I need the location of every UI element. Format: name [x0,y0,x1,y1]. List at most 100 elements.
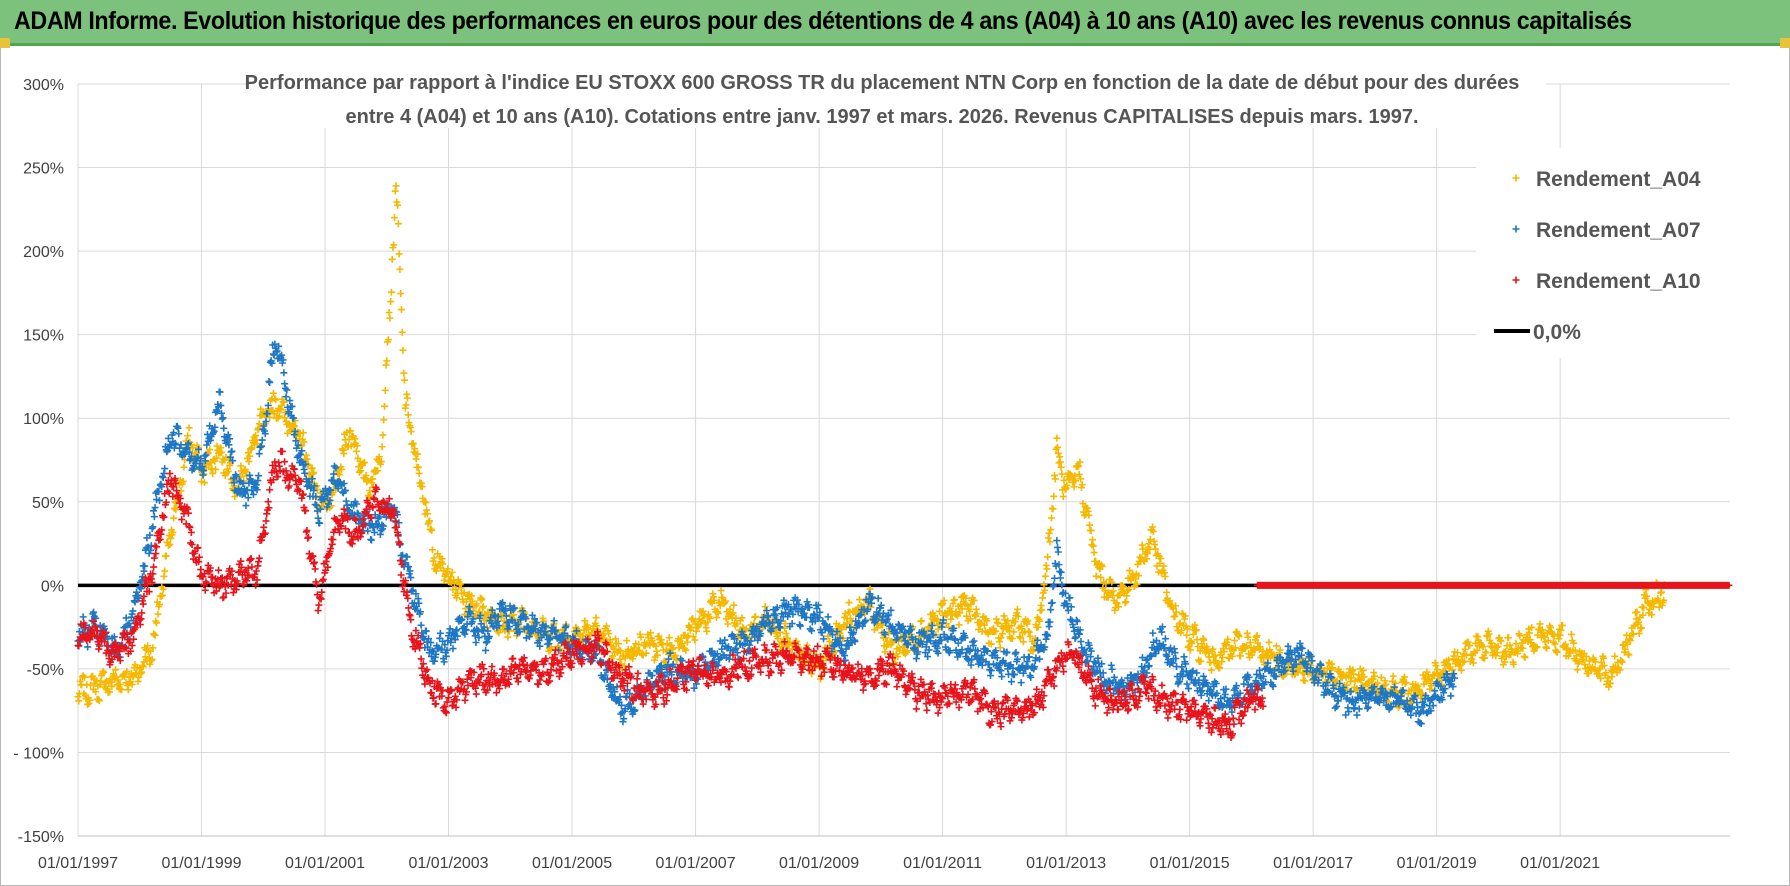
data-point [266,378,274,386]
y-tick-label: 300% [23,77,64,94]
data-point [614,640,622,648]
data-point [248,444,256,452]
data-point [1047,526,1055,534]
data-point [150,554,158,562]
data-point [682,646,690,654]
data-point [1416,719,1424,727]
data-point [148,655,156,663]
data-point [1050,492,1058,500]
data-point [706,614,714,622]
data-point [592,614,600,622]
data-point [987,667,995,675]
x-tick-label: 01/01/2017 [1273,855,1353,872]
data-point [637,633,645,641]
data-point [201,586,209,594]
data-point [249,490,257,498]
data-point [1010,628,1018,636]
data-point [1573,666,1581,674]
data-point [1331,704,1339,712]
y-tick-label: 50% [32,495,64,512]
data-point [962,594,970,602]
data-point [691,636,699,644]
data-point [394,201,402,209]
data-point [1447,692,1455,700]
data-point [106,688,114,696]
banner: ADAM Informe. Evolution historique des p… [0,0,1790,46]
data-point [1017,679,1025,687]
data-point [894,653,902,661]
data-point [1611,652,1619,660]
y-tick-label: 200% [23,244,64,261]
data-point [534,680,542,688]
data-point [100,668,108,676]
data-point [687,624,695,632]
data-point [409,439,417,447]
data-point [713,614,721,622]
data-point [1389,672,1397,680]
data-point [186,523,194,531]
data-point [386,314,394,322]
data-point [161,465,169,473]
data-point [642,649,650,657]
data-point [141,653,149,661]
data-point [462,598,470,606]
x-tick-label: 01/01/2003 [409,855,489,872]
data-point [430,554,438,562]
data-point [79,672,87,680]
x-tick-label: 01/01/2001 [285,855,365,872]
data-point [361,458,369,466]
data-point [581,617,589,625]
data-point [167,534,175,542]
data-point [216,388,224,396]
data-point [394,220,402,228]
chart-series [74,182,1733,742]
data-point [255,420,263,428]
data-point [1089,536,1097,544]
data-point [86,681,94,689]
chart-title-line-2: entre 4 (A04) et 10 ans (A10). Cotations… [345,106,1418,128]
data-point [1272,642,1280,650]
data-point [1026,632,1034,640]
data-point [1185,685,1192,693]
data-point [153,619,161,627]
data-point [448,568,456,576]
data-point [460,589,468,597]
data-point [269,389,277,397]
data-point [414,450,422,458]
data-point [1301,677,1309,685]
data-point [135,673,143,681]
data-point [951,596,959,604]
data-point [1005,627,1013,635]
data-point [396,265,404,273]
data-point [128,680,136,688]
data-point [738,614,746,622]
data-point [1057,568,1065,576]
x-tick-label: 01/01/2015 [1150,855,1230,872]
y-tick-label: -50% [27,662,64,679]
data-point [1041,572,1049,580]
data-point [751,613,759,621]
data-point [392,182,400,190]
data-point [397,290,405,298]
data-point [362,471,370,479]
data-point [246,452,254,460]
data-point [602,622,610,630]
data-point [1657,588,1665,596]
data-point [1036,655,1044,663]
data-point [395,250,403,258]
data-point [153,543,161,551]
data-point [940,596,948,604]
data-point [1089,542,1097,550]
data-point [374,467,382,475]
data-point [479,602,487,610]
data-point [1044,553,1052,561]
data-point [946,604,954,612]
data-point [180,463,188,471]
data-point [86,696,94,704]
y-tick-label: -150% [18,829,64,846]
data-point [733,620,741,628]
data-point [1034,623,1042,631]
data-point [742,625,750,633]
data-point [970,637,978,645]
data-point [269,407,277,415]
